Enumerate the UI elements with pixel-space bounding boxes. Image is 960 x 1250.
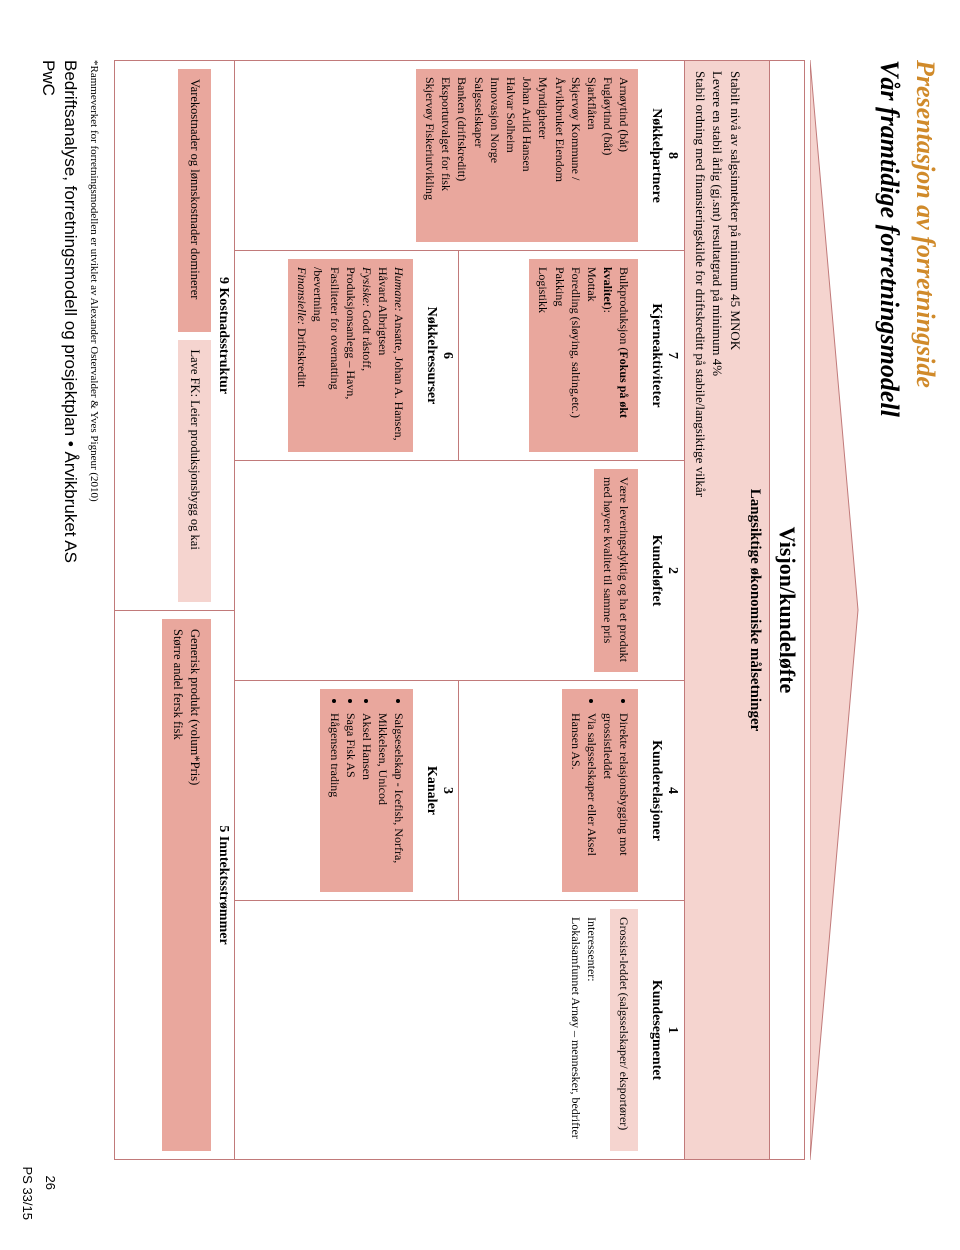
resources-body: Humane: Ansatte, Johan A. Hansen, Håvard… [288,259,413,452]
col-segments: 1 Kundesegmentet Grossist-leddet (salgss… [235,901,684,1159]
triangle-banner [810,60,860,1160]
bottom-row: 9 Kostnadsstruktur Varekostnader og lønn… [115,61,235,1159]
cell-num: 9 [216,277,231,284]
relations-body: Direkte relasjonsbygging mot grossistled… [562,689,639,892]
bmc-grid: 8 Nøkkelpartnere Arnøytind (båt)Fugløyti… [235,61,685,1159]
cell-title: Nøkkelressurser [417,251,439,460]
partners-body: Arnøytind (båt)Fugløytind (båt)Sjarkflåt… [416,69,638,242]
canvas-outer: Visjon/kundeløfte Langsiktige økonomiske… [114,60,805,1160]
ps-code: PS 33/15 [20,1167,35,1221]
cell-num: 7 [664,251,684,460]
page-title-2: Vår framtidige forretningsmodell [874,60,904,417]
goals-heading: Langsiktige økonomiske målsetninger [746,71,763,1149]
revenue-box: Generisk produkt (volum*Pris)Større ande… [162,619,212,1151]
cost-box-a: Varekostnader og lønnskostnader dominere… [178,69,211,332]
activities-body: Bulkproduksjon (Fokus på økt kvalitet):M… [529,259,638,452]
cell-num: 3 [439,681,459,900]
cell-num: 5 [216,825,231,832]
vision-heading: Visjon/kundeløfte [770,61,804,1159]
col-partners: 8 Nøkkelpartnere Arnøytind (båt)Fugløyti… [235,61,684,251]
revenue-col: 5 Inntektsstrømmer Generisk produkt (vol… [115,611,234,1159]
costs-col: 9 Kostnadsstruktur Varekostnader og lønn… [115,61,234,611]
cell-num: 8 [664,61,684,250]
footer-pwc: PwC [38,60,58,96]
segments-body-2: Interessenter:Lokalsamfunnet Arnøy – men… [562,909,606,1151]
cell-num: 6 [439,251,459,460]
cell-title: Kostnadsstruktur [216,287,231,394]
cell-title: Kanaler [417,681,439,900]
cell-title: Kundeløftet [642,461,664,680]
goals-line: Levere en stabil årlig (gj.snt) resultat… [709,71,727,1149]
segments-body-1: Grossist-leddet (salgsselskaper/ eksport… [610,909,638,1151]
footer-line: Bedriftsanalyse, forretningsmodell og pr… [60,60,80,563]
cell-title: Nøkkelpartnere [642,61,664,250]
col-value-prop: 2 Kundeløftet Være leveringsdyktig og ha… [235,461,684,681]
cell-title: Kjerneaktiviteter [642,251,664,460]
channels-body: Salgseselskap - Icefish, Norfra, Mikkels… [320,689,413,892]
page-title-1: Presentasjon av forretningside [910,60,940,388]
cell-title: Kundesegmentet [642,901,664,1159]
cell-num: 2 [664,461,684,680]
cell-num: 1 [664,901,684,1159]
goals-line: Stabilt nivå av salgsinntekter på minimu… [726,71,744,1149]
col-relations-channels: 4 Kunderelasjoner Direkte relasjonsbyggi… [235,681,684,901]
value-prop-body: Være leveringsdyktig og ha et produkt me… [594,469,638,672]
cell-title: Kunderelasjoner [642,681,664,900]
cell-title: Inntektsstrømmer [216,836,231,945]
cost-box-b: Lave FK: Leier produksjonsbygg og kai [178,340,211,603]
footnote: *Rammeverket for forretningsmodellen er … [88,60,100,502]
cell-num: 4 [664,681,684,900]
col-activities-resources: 7 Kjerneaktiviteter Bulkproduksjon (Foku… [235,251,684,461]
page-number: 26 [43,1176,58,1190]
goals-line: Stabil ordning med finansieringskilde fo… [691,71,709,1149]
goals-block: Langsiktige økonomiske målsetninger Stab… [685,61,770,1159]
